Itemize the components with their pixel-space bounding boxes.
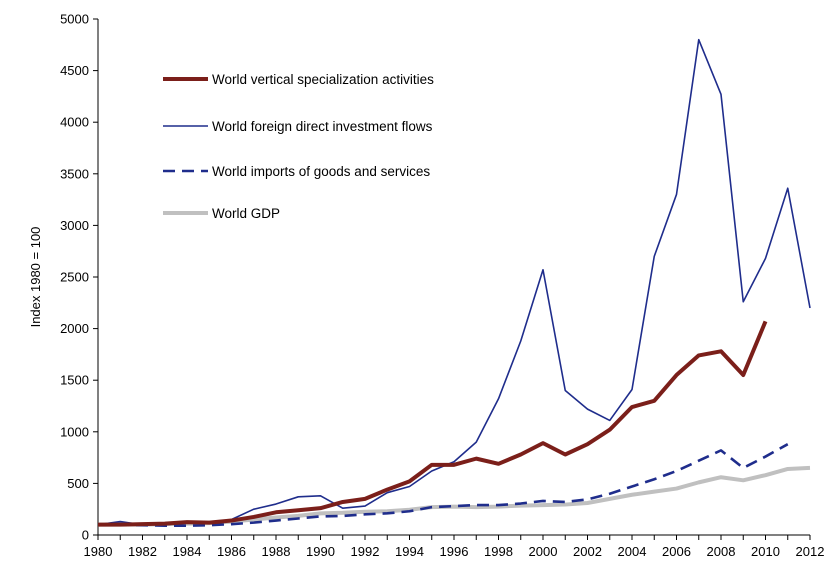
x-tick-label: 1982 [128,544,157,559]
series-line-1 [97,38,811,526]
x-tick-label: 1980 [84,544,113,559]
x-tick-label: 2010 [751,544,780,559]
series-line-0 [98,320,768,527]
legend-label-0: World vertical specialization activities [212,72,434,87]
x-tick-label: 1990 [306,544,335,559]
y-tick-label: 1000 [60,424,89,439]
x-tick-label: 2012 [796,544,825,559]
x-tick-label: 1986 [217,544,246,559]
y-tick-label: 3000 [60,218,89,233]
y-tick-label: 2500 [60,270,89,285]
y-tick-label: 500 [67,476,89,491]
y-tick-label: 4500 [60,63,89,78]
y-tick-label: 1500 [60,373,89,388]
y-axis: 0 500 1000 1500 2000 2500 3000 3500 4000 4500 5000 [60,12,99,543]
legend-label-3: World GDP [212,206,280,221]
y-tick-label: 5000 [60,12,89,27]
x-axis: 1980 1982 1984 1986 1988 1990 1992 1994 1996 1998… [84,534,825,559]
x-tick-label: 1984 [173,544,202,559]
x-tick-label: 2000 [529,544,558,559]
x-tick-label: 1998 [484,544,513,559]
x-tick-label: 2004 [618,544,647,559]
x-tick-label: 1994 [395,544,424,559]
legend: World vertical specialization activities… [163,72,434,221]
series-line-3 [97,465,811,527]
x-tick-label: 2002 [573,544,602,559]
y-axis-title: Index 1980 = 100 [28,227,43,328]
x-tick-label: 1996 [440,544,469,559]
y-tick-label: 4000 [60,115,89,130]
series-lines [97,38,811,528]
legend-label-2: World imports of goods and services [212,164,430,179]
y-tick-label: 3500 [60,166,89,181]
x-tick-label: 1992 [351,544,380,559]
x-tick-label: 1988 [262,544,291,559]
y-tick-label: 0 [82,528,89,543]
y-tick-label: 2000 [60,321,89,336]
x-tick-label: 2008 [707,544,736,559]
series-line-2 [98,443,789,528]
legend-label-1: World foreign direct investment flows [212,119,433,134]
x-tick-label: 2006 [662,544,691,559]
